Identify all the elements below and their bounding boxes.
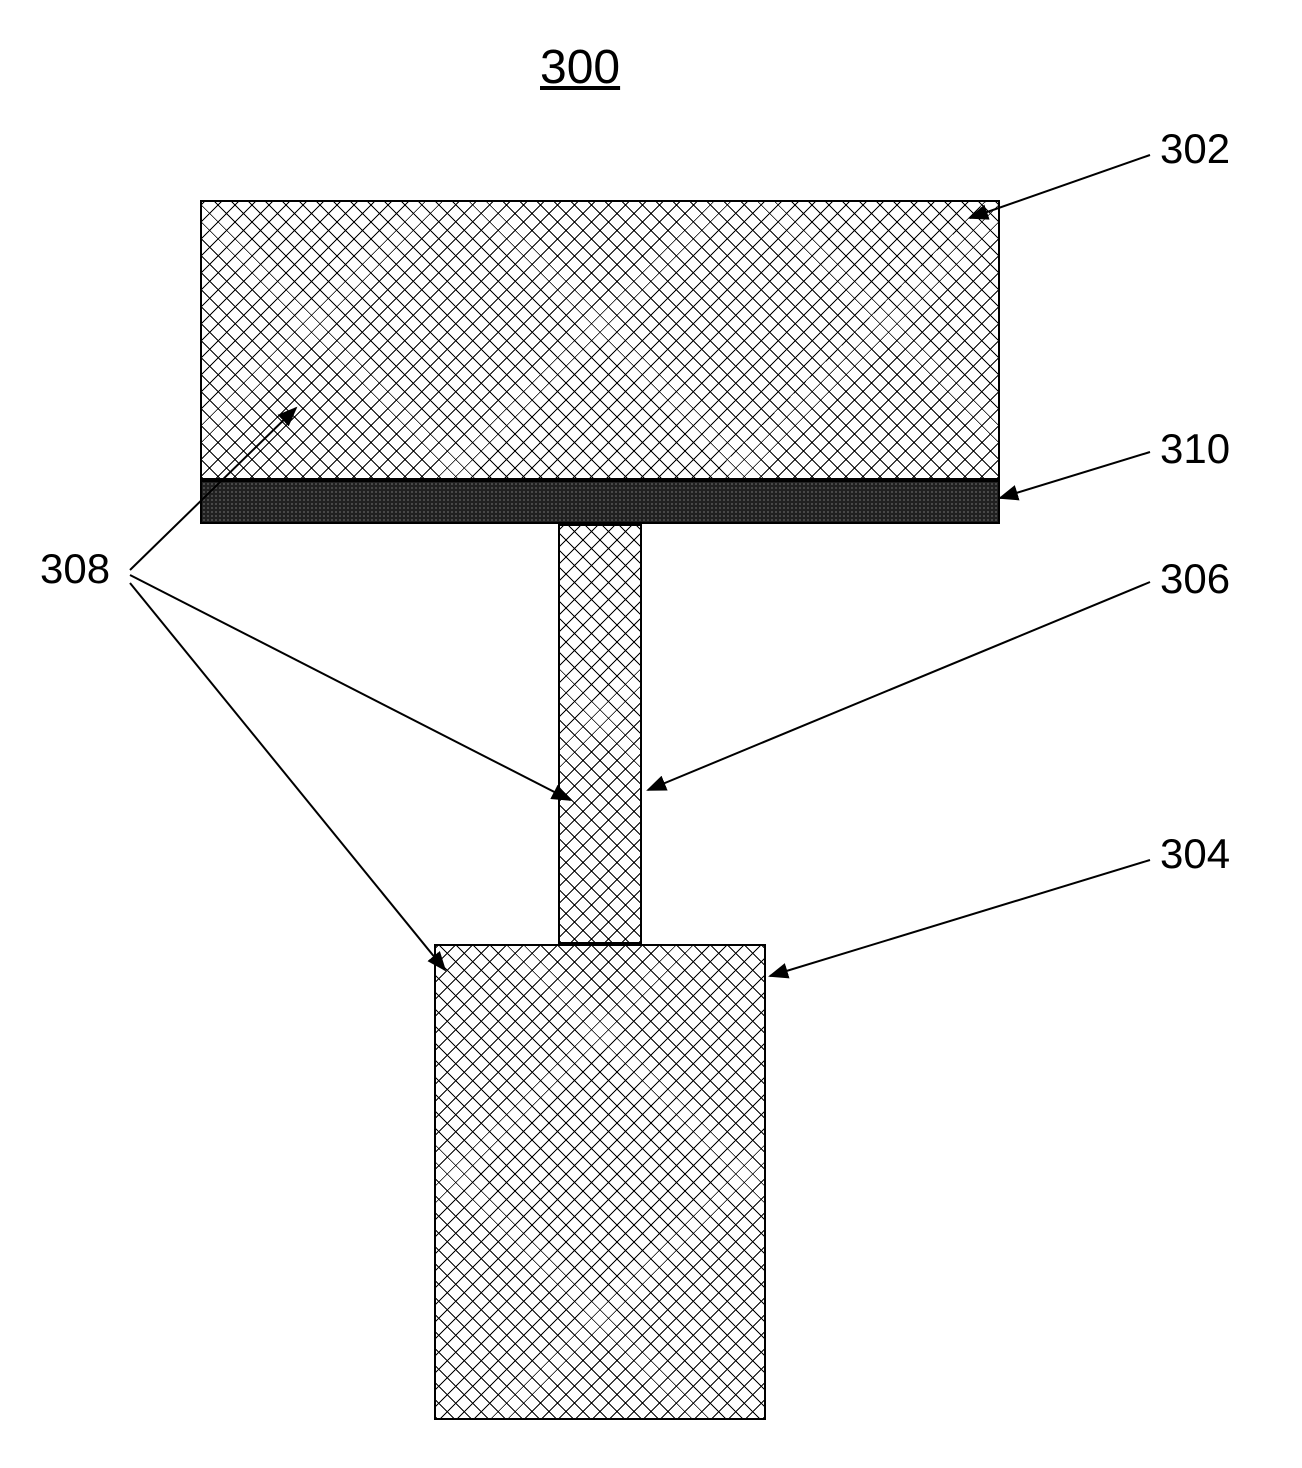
label-306: 306 xyxy=(1160,555,1230,603)
region-304 xyxy=(434,944,766,1420)
region-306 xyxy=(558,524,642,944)
label-304: 304 xyxy=(1160,830,1230,878)
figure-title: 300 xyxy=(540,40,620,95)
region-302 xyxy=(200,200,1000,480)
region-310 xyxy=(200,480,1000,524)
label-308: 308 xyxy=(40,545,110,593)
label-302: 302 xyxy=(1160,125,1230,173)
label-310: 310 xyxy=(1160,425,1230,473)
figure-canvas: 300 302 310 306 304 308 xyxy=(0,0,1302,1468)
